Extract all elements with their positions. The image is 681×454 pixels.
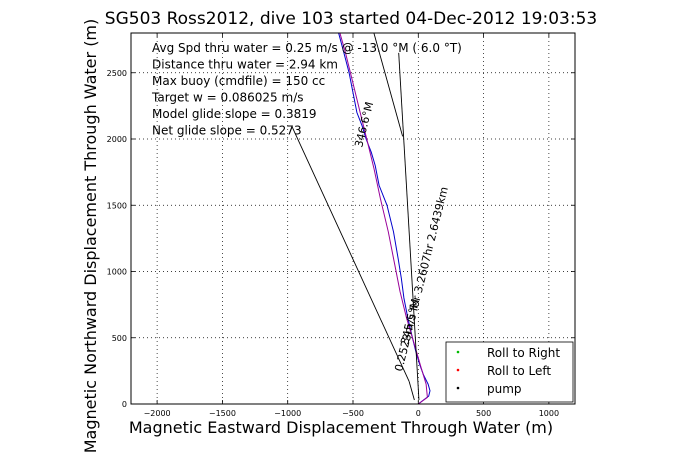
legend-label: Roll to Left bbox=[487, 364, 551, 378]
x-tick-label: −500 bbox=[342, 409, 364, 418]
legend-marker bbox=[456, 368, 460, 372]
x-tick-label: −1500 bbox=[209, 409, 236, 418]
legend-marker bbox=[456, 350, 460, 354]
y-axis-label: Magnetic Northward Displacement Through … bbox=[81, 19, 100, 454]
y-tick-label: 0 bbox=[122, 400, 127, 409]
x-tick-label: 0 bbox=[416, 409, 421, 418]
y-tick-label: 2500 bbox=[107, 69, 127, 78]
annotation-line: Net glide slope = 0.5273 bbox=[152, 124, 302, 138]
x-axis-label: Magnetic Eastward Displacement Through W… bbox=[129, 418, 553, 437]
annotation-line: Distance thru water = 2.94 km bbox=[152, 58, 338, 72]
series-model-line bbox=[339, 32, 428, 405]
y-tick-label: 2000 bbox=[107, 135, 127, 144]
x-tick-label: −2000 bbox=[144, 409, 171, 418]
y-tick-label: 1000 bbox=[107, 268, 127, 277]
annotation-line: Target w = 0.086025 m/s bbox=[151, 91, 304, 105]
x-tick-label: 500 bbox=[476, 409, 491, 418]
chart-title: SG503 Ross2012, dive 103 started 04-Dec-… bbox=[105, 9, 597, 29]
annotation-line: Model glide slope = 0.3819 bbox=[152, 107, 317, 121]
axis-ticks: −2000 −1500 −1000 −500 0 500 1000 0 500 1000 1500 2… bbox=[107, 33, 575, 418]
legend-marker bbox=[456, 386, 460, 390]
legend-label: Roll to Right bbox=[487, 346, 560, 360]
annotation-line: Avg Spd thru water = 0.25 m/s @ -13.0 °M… bbox=[152, 41, 462, 55]
x-tick-label: −1000 bbox=[274, 409, 301, 418]
series-track-line bbox=[338, 32, 431, 405]
y-tick-label: 500 bbox=[112, 334, 127, 343]
series-lines-segment bbox=[291, 125, 410, 382]
legend: Roll to Right Roll to Left pump bbox=[445, 341, 574, 403]
y-tick-label: 1500 bbox=[107, 201, 127, 210]
series-lines-segment bbox=[408, 381, 415, 401]
series-lines-segment bbox=[398, 52, 420, 401]
x-tick-label: 1000 bbox=[539, 409, 559, 418]
legend-label: pump bbox=[487, 382, 522, 396]
legend-box bbox=[445, 341, 574, 403]
series-lines-segment bbox=[373, 32, 404, 137]
annotation-line: Max buoy (cmdfile) = 150 cc bbox=[152, 74, 325, 88]
series-group bbox=[291, 32, 431, 405]
annotation-block: Avg Spd thru water = 0.25 m/s @ -13.0 °M… bbox=[151, 41, 462, 138]
